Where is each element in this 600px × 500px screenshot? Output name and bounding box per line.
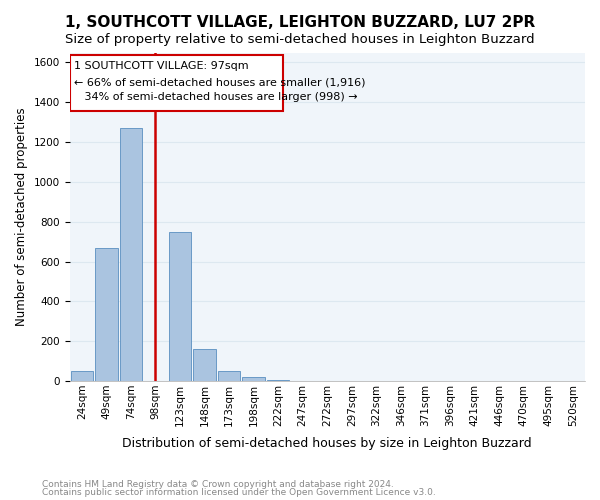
X-axis label: Distribution of semi-detached houses by size in Leighton Buzzard: Distribution of semi-detached houses by … [122, 437, 532, 450]
Text: ← 66% of semi-detached houses are smaller (1,916): ← 66% of semi-detached houses are smalle… [74, 78, 365, 88]
Bar [267, 380, 289, 381]
Text: Contains public sector information licensed under the Open Government Licence v3: Contains public sector information licen… [42, 488, 436, 497]
Bar [242, 377, 265, 381]
Bar [218, 371, 241, 381]
Bar [193, 349, 216, 381]
Bar [71, 371, 93, 381]
Bar [169, 232, 191, 381]
Bar [119, 128, 142, 381]
Text: Size of property relative to semi-detached houses in Leighton Buzzard: Size of property relative to semi-detach… [65, 32, 535, 46]
FancyBboxPatch shape [70, 56, 283, 111]
Text: 1, SOUTHCOTT VILLAGE, LEIGHTON BUZZARD, LU7 2PR: 1, SOUTHCOTT VILLAGE, LEIGHTON BUZZARD, … [65, 15, 535, 30]
Text: 1 SOUTHCOTT VILLAGE: 97sqm: 1 SOUTHCOTT VILLAGE: 97sqm [74, 62, 248, 72]
Y-axis label: Number of semi-detached properties: Number of semi-detached properties [15, 108, 28, 326]
Bar [95, 248, 118, 381]
Text: 34% of semi-detached houses are larger (998) →: 34% of semi-detached houses are larger (… [74, 92, 358, 102]
Text: Contains HM Land Registry data © Crown copyright and database right 2024.: Contains HM Land Registry data © Crown c… [42, 480, 394, 489]
